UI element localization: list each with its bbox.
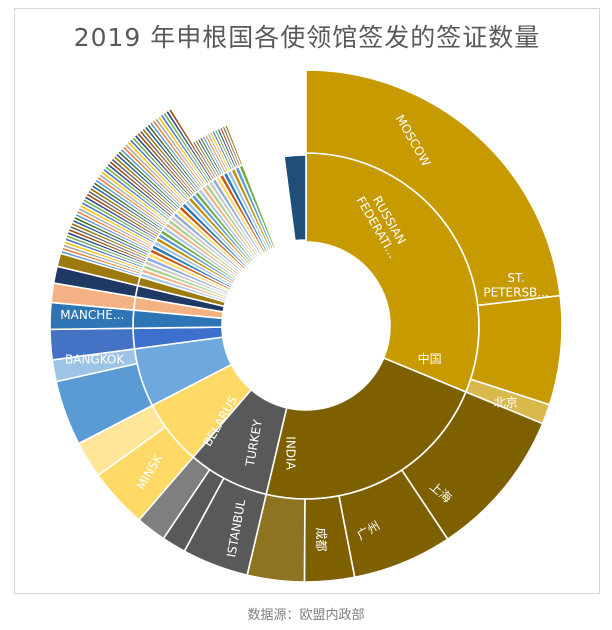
label-beijing: 北京 [494,395,518,409]
label-bangkok: BANGKOK [65,352,125,366]
label-manchester: MANCHE... [60,307,124,321]
outer-segment [305,69,562,307]
label-china: 中国 [418,351,442,366]
chart-title: 2019 年申根国各使领馆签发的签证数量 [73,23,541,52]
source-note: 数据源：欧盟内政部 [247,608,365,623]
inner-segment [283,154,307,242]
label-india: INDIA [284,436,298,470]
label-st-petersburg: ST. PETERSB... [483,270,548,298]
label-chengdu: 成都 [314,527,328,551]
outer-small-segment [223,123,244,167]
